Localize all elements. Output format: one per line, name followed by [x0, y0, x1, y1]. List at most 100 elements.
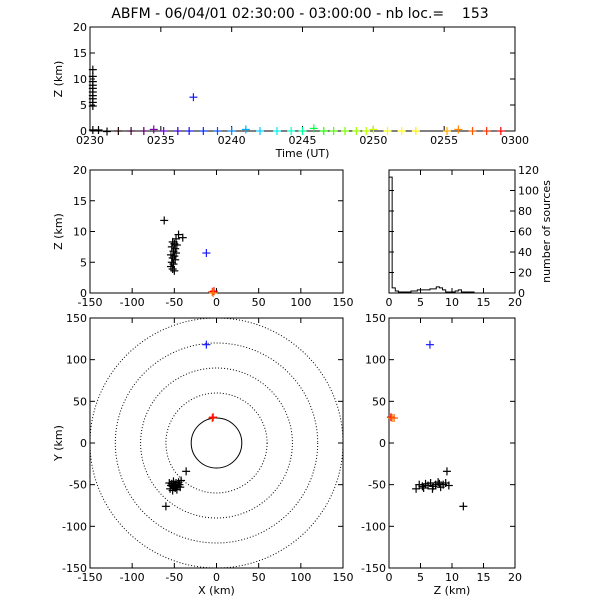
- histogram-xtick-label: 20: [508, 296, 522, 309]
- x-altitude-point: [170, 252, 179, 261]
- z_y-xtick-label: 15: [477, 571, 491, 584]
- x_altitude-xtick-label: 100: [290, 296, 311, 309]
- x_altitude-ytick-label: 20: [73, 164, 87, 177]
- z-y-point: [434, 478, 443, 487]
- map-point: [169, 477, 178, 486]
- z_y-ytick-label: 100: [365, 354, 386, 367]
- range-ring: [140, 367, 293, 519]
- x_altitude-frame: [89, 169, 344, 294]
- map-point: [161, 502, 170, 511]
- x-altitude-point: [174, 230, 183, 239]
- time-altitude-point: [159, 127, 168, 135]
- histogram-xtick-label: 15: [477, 296, 491, 309]
- x_y_map-xtick-label: -150: [78, 571, 103, 584]
- x_altitude-xtick-label: 150: [333, 296, 354, 309]
- histogram-ytick-label: 80: [518, 205, 532, 218]
- z_y-panel: 0 5 10 15 20 -150 -100 -50 0 50 100 150 Z (km): [361, 312, 522, 597]
- map-point: [182, 467, 191, 476]
- map-point: [176, 483, 185, 492]
- time_altitude-xtick-label: 0250: [359, 134, 387, 147]
- time-altitude-point: [213, 127, 222, 135]
- z-y-point: [428, 484, 437, 493]
- time-altitude-point: [189, 93, 198, 102]
- time-altitude-point: [88, 102, 97, 111]
- x_altitude-xtick-label: 50: [252, 296, 266, 309]
- x_y_map-ylabel: Y (km): [52, 425, 65, 462]
- map-point: [165, 479, 174, 487]
- time-altitude-point: [227, 127, 236, 135]
- time-altitude-point: [241, 125, 250, 134]
- map-point: [208, 414, 217, 422]
- x_y_map-ytick-label: 100: [66, 354, 87, 367]
- z-y-point: [444, 481, 453, 490]
- time_altitude-xtick-label: 0240: [218, 134, 246, 147]
- time-altitude-point: [482, 127, 491, 135]
- x-altitude-point: [202, 249, 211, 258]
- histogram-xtick-label: 0: [386, 296, 393, 309]
- time-altitude-point: [397, 127, 406, 135]
- x_y_map-ytick-label: 50: [73, 395, 87, 408]
- z_y-ytick-label: -150: [361, 562, 386, 575]
- time-altitude-point: [287, 127, 296, 135]
- x_y_map-xtick-label: 150: [333, 571, 354, 584]
- time-altitude-point: [352, 127, 361, 135]
- time-altitude-point: [256, 127, 264, 135]
- z-y-point: [425, 340, 434, 349]
- time-altitude-point: [411, 127, 420, 135]
- histogram-ytick-label: 0: [518, 287, 525, 300]
- x-altitude-point: [208, 287, 217, 296]
- z_y-ytick-label: -100: [361, 520, 386, 533]
- range-ring: [165, 392, 268, 494]
- time-altitude-point: [94, 125, 103, 134]
- z_y-xtick-label: 5: [417, 571, 424, 584]
- x_altitude-xtick-label: 0: [213, 296, 220, 309]
- time_altitude-ytick-label: 5: [80, 99, 87, 112]
- x_y_map-xtick-label: -100: [120, 571, 145, 584]
- panels-group: 0230 0235 0240 0245 0250 0255 0300 0 5 10 15 20 Time…: [52, 21, 553, 597]
- range-ring: [114, 342, 319, 544]
- z-y-point: [435, 479, 444, 488]
- x_altitude-xtick-label: -50: [165, 296, 183, 309]
- time_altitude-ytick-label: 20: [73, 21, 87, 34]
- z_y-ytick-label: -50: [368, 479, 386, 492]
- figure-title: ABFM - 06/04/01 02:30:00 - 03:00:00 - nb…: [111, 6, 488, 22]
- z_y-xtick-label: 10: [445, 571, 459, 584]
- range-ring: [190, 417, 243, 469]
- time_altitude-xtick-label: 0245: [289, 134, 317, 147]
- time-altitude-point: [88, 65, 97, 74]
- x_altitude-ytick-label: 10: [73, 226, 87, 239]
- time_altitude-xtick-label: 0255: [430, 134, 458, 147]
- time-altitude-point: [139, 127, 148, 135]
- time_altitude-ytick-label: 15: [73, 47, 87, 60]
- x_altitude-ylabel: Z (km): [52, 213, 65, 250]
- range-rings: [90, 318, 343, 568]
- x_y_map-xtick-label: 0: [213, 571, 220, 584]
- time_altitude-ytick-label: 10: [73, 73, 87, 86]
- x-altitude-point: [172, 241, 181, 250]
- map-point: [209, 413, 218, 422]
- x_altitude-ytick-label: 0: [80, 287, 87, 300]
- x_altitude-xtick-label: -150: [78, 296, 103, 309]
- x_y_map-ytick-label: -50: [69, 479, 87, 492]
- time_altitude-ytick-label: 0: [80, 125, 87, 138]
- time-altitude-point: [443, 127, 451, 135]
- time-altitude-point: [103, 127, 111, 136]
- x_altitude-ytick-label: 5: [80, 256, 87, 269]
- x_y_map-xtick-label: 100: [290, 571, 311, 584]
- z_y-ytick-label: 0: [379, 437, 386, 450]
- histogram-frame: [388, 169, 516, 294]
- map-point: [168, 486, 177, 495]
- x_y_map-xtick-label: 50: [252, 571, 266, 584]
- z-y-point: [459, 502, 468, 511]
- histogram-xtick-label: 5: [417, 296, 424, 309]
- x_y_map-ytick-label: -150: [62, 562, 87, 575]
- time_altitude-frame: [89, 26, 516, 132]
- x_altitude-xtick-label: -100: [120, 296, 145, 309]
- x_altitude-panel: -150 -100 -50 0 50 100 150 0 5 10 15 20 Z (km): [52, 164, 354, 309]
- time-altitude-point: [319, 127, 328, 135]
- x-altitude-point: [167, 242, 176, 251]
- time-altitude-point: [329, 127, 338, 135]
- x_y_map-frame: [89, 317, 344, 569]
- time-altitude-point: [114, 127, 123, 135]
